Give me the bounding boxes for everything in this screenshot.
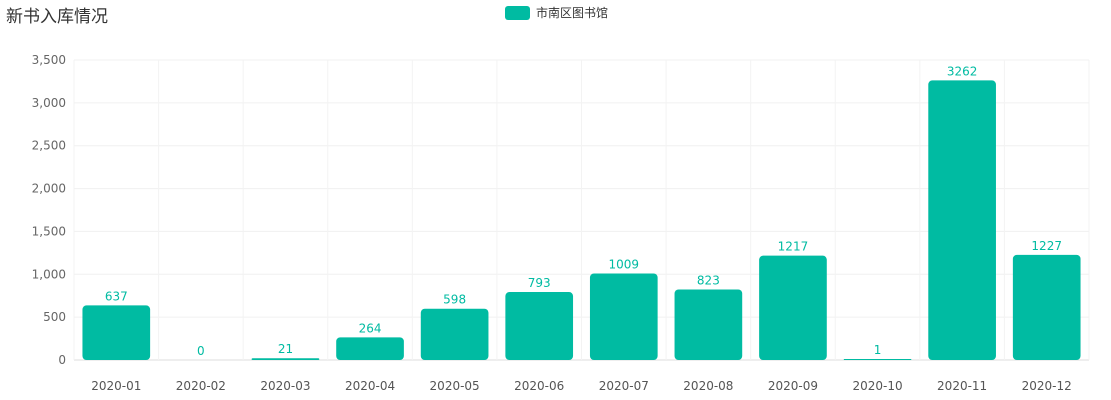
chart-title: 新书入库情况 (6, 7, 108, 27)
x-tick-label: 2020-08 (683, 379, 733, 393)
y-tick-label: 1,000 (32, 267, 66, 281)
bar[interactable] (251, 358, 320, 360)
bar[interactable] (336, 337, 404, 360)
data-label: 21 (278, 342, 293, 356)
bar[interactable] (674, 289, 743, 360)
data-label: 793 (528, 276, 551, 290)
x-tick-label: 2020-01 (91, 379, 141, 393)
bar[interactable] (505, 292, 574, 360)
bar[interactable] (589, 273, 658, 360)
data-label: 1 (874, 343, 882, 357)
data-label: 1217 (778, 240, 809, 254)
y-tick-label: 3,500 (32, 53, 66, 67)
x-tick-label: 2020-05 (430, 379, 480, 393)
y-tick-label: 3,000 (32, 96, 66, 110)
y-tick-label: 2,500 (32, 139, 66, 153)
bar[interactable] (420, 308, 489, 360)
y-tick-label: 500 (43, 310, 66, 324)
y-tick-label: 0 (58, 353, 66, 367)
x-tick-label: 2020-11 (937, 379, 987, 393)
y-tick-label: 1,500 (32, 224, 66, 238)
x-tick-label: 2020-10 (852, 379, 902, 393)
x-tick-label: 2020-04 (345, 379, 395, 393)
data-label: 0 (197, 344, 205, 358)
x-tick-label: 2020-06 (514, 379, 564, 393)
x-tick-label: 2020-07 (599, 379, 649, 393)
bar[interactable] (82, 305, 151, 360)
x-tick-label: 2020-03 (260, 379, 310, 393)
legend[interactable]: 市南区图书馆 (505, 4, 608, 21)
bar[interactable] (843, 359, 912, 360)
legend-swatch (505, 5, 530, 20)
data-label: 823 (697, 273, 720, 287)
x-tick-label: 2020-09 (768, 379, 818, 393)
data-label: 264 (359, 321, 382, 335)
bar[interactable] (1012, 254, 1081, 360)
legend-label: 市南区图书馆 (536, 6, 609, 20)
x-tick-label: 2020-02 (176, 379, 226, 393)
data-label: 637 (105, 289, 128, 303)
data-label: 1227 (1031, 239, 1062, 253)
bar[interactable] (759, 255, 827, 360)
y-tick-label: 2,000 (32, 182, 66, 196)
bar[interactable] (928, 80, 996, 361)
data-label: 598 (443, 293, 466, 307)
x-tick-label: 2020-12 (1022, 379, 1072, 393)
data-label: 3262 (947, 64, 978, 78)
data-label: 1009 (609, 258, 640, 272)
